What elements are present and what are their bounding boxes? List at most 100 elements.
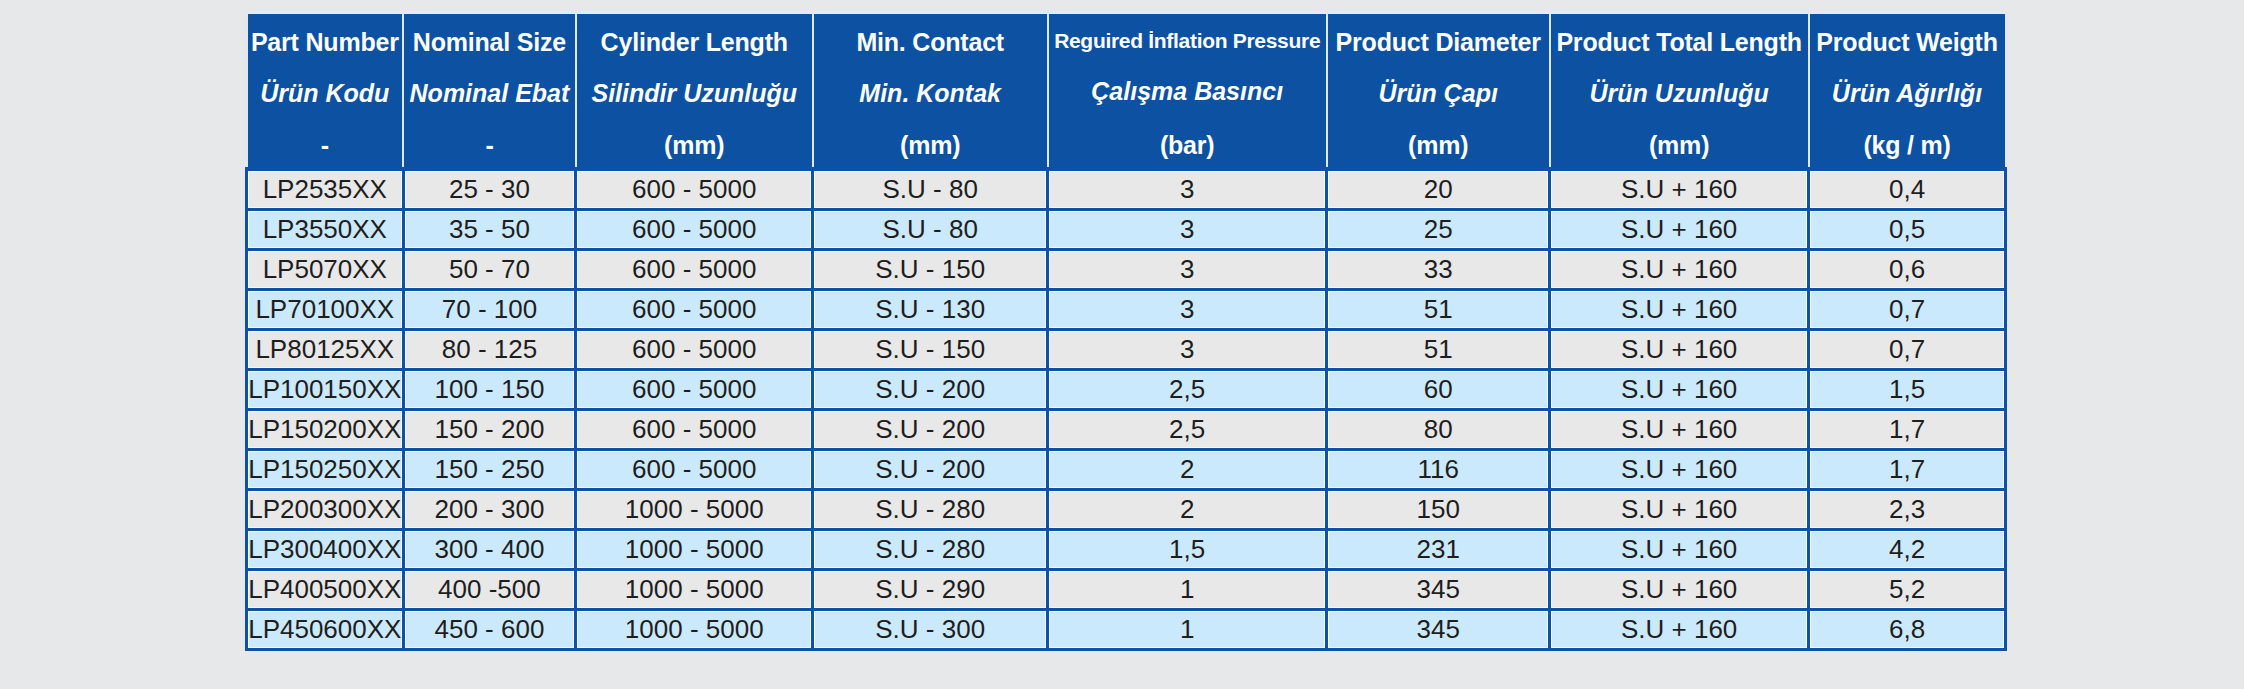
column-title-tr: Silindir Uzunluğu bbox=[591, 81, 797, 106]
table-cell: 150 - 250 bbox=[403, 449, 576, 489]
table-cell: 1 bbox=[1048, 569, 1327, 609]
table-cell: 33 bbox=[1327, 249, 1550, 289]
table-cell: 600 - 5000 bbox=[576, 209, 813, 249]
table-header: Part Number Ürün Kodu - Nominal Size Nom… bbox=[247, 13, 2006, 169]
table-cell: 50 - 70 bbox=[403, 249, 576, 289]
table-row: LP150250XX150 - 250600 - 5000S.U - 20021… bbox=[247, 449, 2006, 489]
table-cell: 600 - 5000 bbox=[576, 449, 813, 489]
table-cell: S.U - 130 bbox=[813, 289, 1048, 329]
table-cell: 345 bbox=[1327, 609, 1550, 649]
table-cell: 600 - 5000 bbox=[576, 329, 813, 369]
table-row: LP5070XX50 - 70600 - 5000S.U - 150333S.U… bbox=[247, 249, 2006, 289]
table-cell: 600 - 5000 bbox=[576, 409, 813, 449]
column-title-en: Part Number bbox=[251, 30, 399, 55]
table-cell: S.U - 150 bbox=[813, 329, 1048, 369]
table-cell: 51 bbox=[1327, 289, 1550, 329]
table-cell: 231 bbox=[1327, 529, 1550, 569]
table-cell: 1000 - 5000 bbox=[576, 569, 813, 609]
table-cell: 450 - 600 bbox=[403, 609, 576, 649]
table-row: LP400500XX400 -5001000 - 5000S.U - 29013… bbox=[247, 569, 2006, 609]
table-cell: 100 - 150 bbox=[403, 369, 576, 409]
column-header-content: Part Number Ürün Kodu - bbox=[248, 15, 403, 167]
column-header-content: Product Diameter Ürün Çapı (mm) bbox=[1328, 15, 1549, 167]
header-row: Part Number Ürün Kodu - Nominal Size Nom… bbox=[247, 13, 2006, 169]
table-cell: 600 - 5000 bbox=[576, 289, 813, 329]
table-cell: 116 bbox=[1327, 449, 1550, 489]
table-cell: 1000 - 5000 bbox=[576, 529, 813, 569]
column-title-en: Product Weigth bbox=[1816, 30, 1997, 55]
column-title-en: Min. Contact bbox=[856, 30, 1004, 55]
column-header-content: Nominal Size Nominal Ebat - bbox=[404, 15, 575, 167]
table-cell: 1,5 bbox=[1809, 369, 2006, 409]
table-row: LP100150XX100 - 150600 - 5000S.U - 2002,… bbox=[247, 369, 2006, 409]
table-cell: 2,5 bbox=[1048, 369, 1327, 409]
table-cell: LP450600XX bbox=[247, 609, 404, 649]
table-cell: S.U - 150 bbox=[813, 249, 1048, 289]
column-header: Cylinder Length Silindir Uzunluğu (mm) bbox=[576, 13, 813, 169]
table-cell: 2,5 bbox=[1048, 409, 1327, 449]
column-title-tr: Min. Kontak bbox=[859, 81, 1001, 106]
table-row: LP80125XX80 - 125600 - 5000S.U - 150351S… bbox=[247, 329, 2006, 369]
table-row: LP3550XX35 - 50600 - 5000S.U - 80325S.U … bbox=[247, 209, 2006, 249]
column-unit: - bbox=[485, 133, 493, 158]
table-cell: S.U - 200 bbox=[813, 409, 1048, 449]
table-cell: 3 bbox=[1048, 329, 1327, 369]
table-cell: 600 - 5000 bbox=[576, 249, 813, 289]
table-cell: S.U + 160 bbox=[1550, 409, 1809, 449]
table-cell: 20 bbox=[1327, 169, 1550, 209]
table-cell: LP200300XX bbox=[247, 489, 404, 529]
table-cell: 25 bbox=[1327, 209, 1550, 249]
table-cell: 0,6 bbox=[1809, 249, 2006, 289]
table-cell: S.U + 160 bbox=[1550, 569, 1809, 609]
column-title-tr: Ürün Çapı bbox=[1378, 81, 1497, 106]
table-cell: S.U - 280 bbox=[813, 529, 1048, 569]
table-cell: S.U + 160 bbox=[1550, 209, 1809, 249]
table-cell: S.U + 160 bbox=[1550, 169, 1809, 209]
table-cell: 80 - 125 bbox=[403, 329, 576, 369]
table-cell: S.U + 160 bbox=[1550, 289, 1809, 329]
column-unit: (mm) bbox=[900, 133, 960, 158]
table-cell: 3 bbox=[1048, 289, 1327, 329]
table-cell: LP70100XX bbox=[247, 289, 404, 329]
table-cell: S.U - 300 bbox=[813, 609, 1048, 649]
table-cell: 25 - 30 bbox=[403, 169, 576, 209]
table-cell: S.U + 160 bbox=[1550, 529, 1809, 569]
column-unit: (mm) bbox=[1649, 133, 1709, 158]
table-cell: 200 - 300 bbox=[403, 489, 576, 529]
table-cell: 150 - 200 bbox=[403, 409, 576, 449]
table-row: LP300400XX300 - 4001000 - 5000S.U - 2801… bbox=[247, 529, 2006, 569]
product-spec-table: Part Number Ürün Kodu - Nominal Size Nom… bbox=[245, 12, 2007, 651]
column-title-en: Nominal Size bbox=[413, 30, 566, 55]
table-cell: 0,7 bbox=[1809, 289, 2006, 329]
table-cell: 80 bbox=[1327, 409, 1550, 449]
column-header: Nominal Size Nominal Ebat - bbox=[403, 13, 576, 169]
table-cell: LP150250XX bbox=[247, 449, 404, 489]
table-cell: LP80125XX bbox=[247, 329, 404, 369]
column-header-content: Reguired İnflation Pressure Çalışma Bası… bbox=[1049, 15, 1326, 167]
table-cell: LP300400XX bbox=[247, 529, 404, 569]
table-cell: 2 bbox=[1048, 449, 1327, 489]
table-row: LP2535XX25 - 30600 - 5000S.U - 80320S.U … bbox=[247, 169, 2006, 209]
column-unit: (bar) bbox=[1160, 133, 1215, 158]
column-header: Product Diameter Ürün Çapı (mm) bbox=[1327, 13, 1550, 169]
table-cell: 5,2 bbox=[1809, 569, 2006, 609]
table-cell: LP2535XX bbox=[247, 169, 404, 209]
column-title-tr: Ürün Kodu bbox=[260, 81, 389, 106]
column-header-content: Min. Contact Min. Kontak (mm) bbox=[814, 15, 1047, 167]
column-title-tr: Nominal Ebat bbox=[410, 81, 570, 106]
table-cell: 1000 - 5000 bbox=[576, 609, 813, 649]
table-row: LP450600XX450 - 6001000 - 5000S.U - 3001… bbox=[247, 609, 2006, 649]
table-row: LP200300XX200 - 3001000 - 5000S.U - 2802… bbox=[247, 489, 2006, 529]
table-cell: 150 bbox=[1327, 489, 1550, 529]
table-cell: S.U - 80 bbox=[813, 209, 1048, 249]
table-cell: LP100150XX bbox=[247, 369, 404, 409]
column-header-content: Product Weigth Ürün Ağırlığı (kg / m) bbox=[1810, 15, 2005, 167]
column-title-en: Product Diameter bbox=[1336, 30, 1541, 55]
column-title-en: Product Total Length bbox=[1556, 30, 1802, 55]
column-title-tr: Ürün Ağırlığı bbox=[1832, 81, 1982, 106]
table-cell: 600 - 5000 bbox=[576, 369, 813, 409]
table-cell: 2,3 bbox=[1809, 489, 2006, 529]
table-cell: 300 - 400 bbox=[403, 529, 576, 569]
table-cell: S.U - 290 bbox=[813, 569, 1048, 609]
table-cell: 0,7 bbox=[1809, 329, 2006, 369]
